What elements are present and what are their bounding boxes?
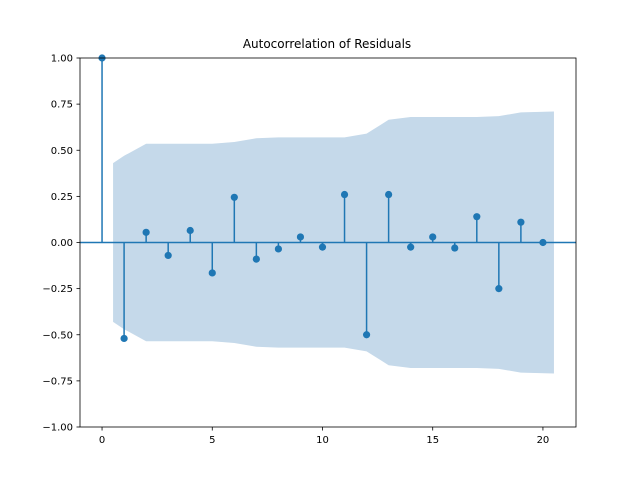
y-tick-label-8: 1.00 [51,54,73,65]
y-tick-label-1: −0.75 [42,376,73,387]
acf-point-lag-15 [429,233,437,241]
y-tick-label-3: −0.25 [42,284,73,295]
y-tick-label-4: 0.00 [51,238,73,249]
y-tick-label-6: 0.50 [51,146,73,157]
x-tick-label-20: 20 [537,435,550,446]
acf-point-lag-18 [495,285,503,293]
acf-point-lag-16 [451,244,459,252]
acf-point-lag-4 [186,226,194,235]
y-tick-label-7: 0.75 [51,100,73,111]
x-tick-label-0: 0 [99,435,105,446]
acf-point-lag-9 [296,233,305,241]
acf-point-lag-7 [252,255,260,263]
chart-title: Autocorrelation of Residuals [243,37,411,51]
acf-point-lag-20 [539,238,547,247]
acf-point-lag-11 [340,190,349,199]
y-tick-label-0: −1.00 [42,423,73,434]
acf-point-lag-6 [230,193,238,201]
acf-point-lag-3 [164,251,172,260]
x-tick-label-5: 5 [209,435,215,446]
x-tick-label-10: 10 [316,435,329,446]
axes: 0 5 10 15 20 −1.00 −0.75 −0.50 −0.25 0.00 0.25 0.50… [42,54,577,446]
acf-point-lag-17 [473,213,481,221]
acf-point-lag-1 [120,334,128,343]
acf-point-lag-19 [517,218,525,226]
y-tick-label-5: 0.25 [51,192,73,203]
acf-point-lag-2 [142,228,150,236]
y-tick-label-2: −0.50 [42,330,73,341]
plot-area [80,54,576,374]
acf-point-lag-10 [318,243,327,251]
x-tick-label-15: 15 [426,435,439,446]
acf-point-lag-5 [208,269,216,277]
acf-point-lag-12 [362,331,371,339]
acf-point-lag-13 [385,190,393,199]
acf-point-lag-14 [407,243,415,251]
acf-point-lag-8 [274,245,282,253]
